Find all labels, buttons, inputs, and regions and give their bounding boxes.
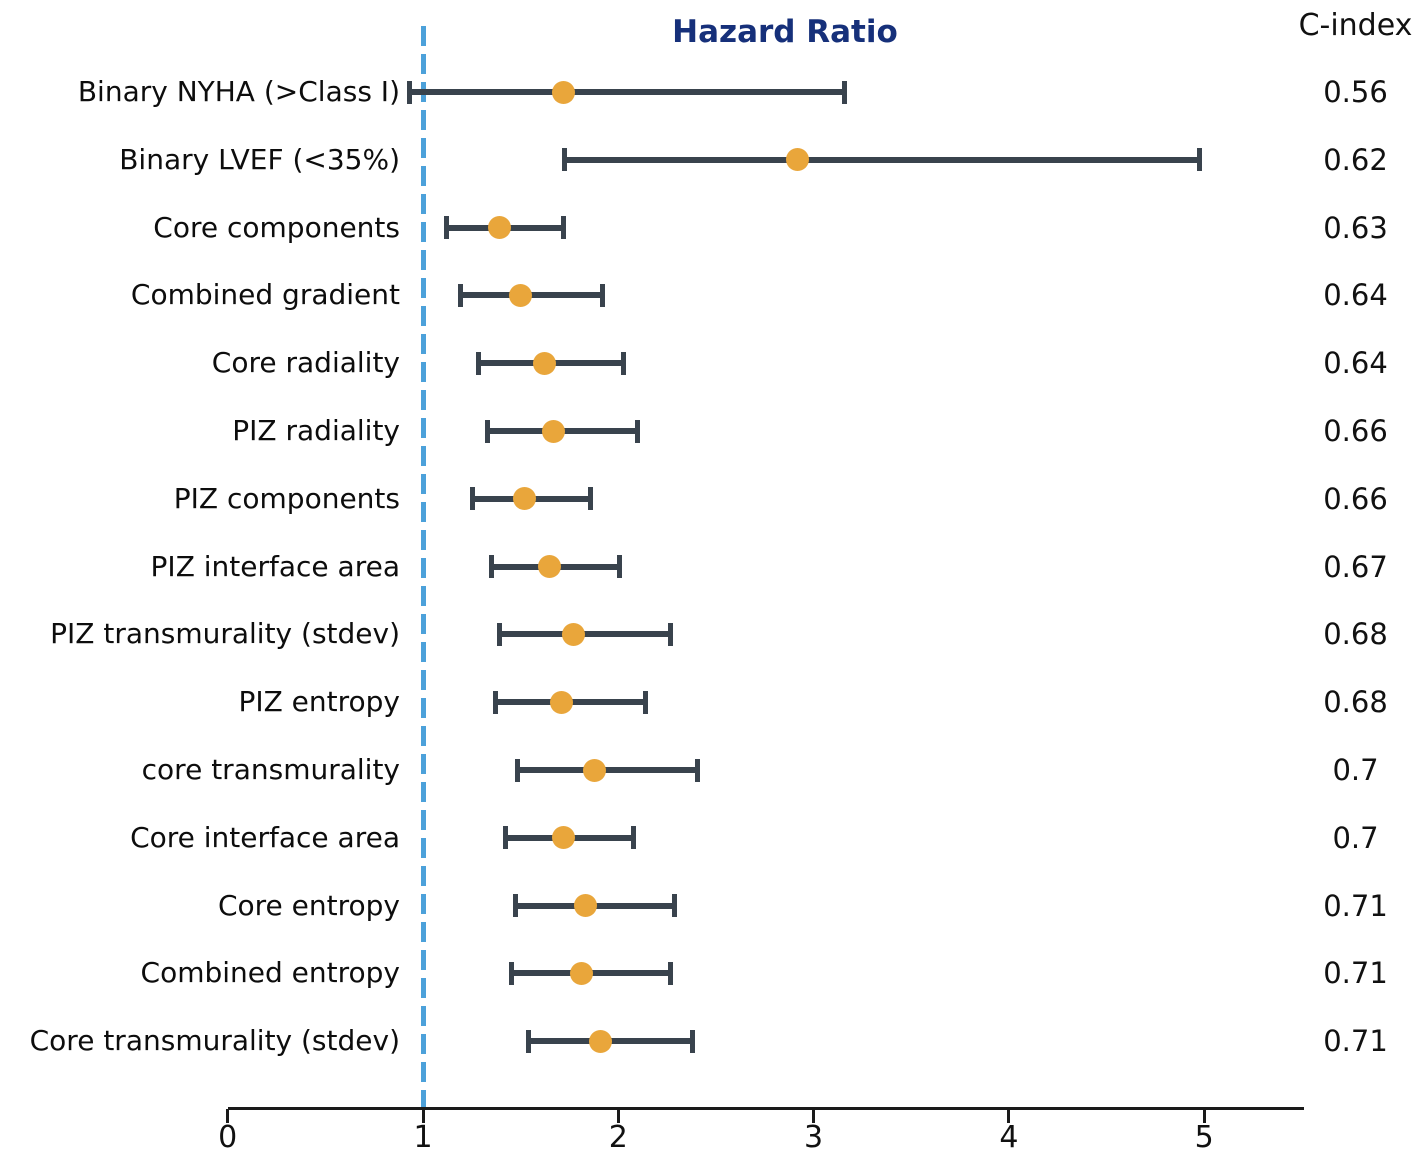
cindex-value: 0.63 xyxy=(1323,210,1388,245)
cindex-value: 0.71 xyxy=(1323,956,1388,991)
row-label: Core transmurality (stdev) xyxy=(29,1024,400,1058)
row-label: Binary NYHA (>Class I) xyxy=(77,75,400,108)
ci-cap-high xyxy=(642,690,648,714)
ci-cap-high xyxy=(671,894,677,918)
row-label: PIZ interface area xyxy=(150,549,400,583)
reference-line-hr1 xyxy=(420,26,426,1107)
cindex-value: 0.68 xyxy=(1323,617,1388,652)
ci-line xyxy=(409,89,845,95)
ci-cap-high xyxy=(689,1029,695,1053)
ci-cap-low xyxy=(475,351,481,375)
x-axis-tick-label: 5 xyxy=(1194,1120,1214,1155)
ci-cap-high xyxy=(630,826,636,850)
row-label: PIZ components xyxy=(173,481,400,515)
ci-cap-low xyxy=(526,1029,532,1053)
ci-line xyxy=(499,631,672,638)
row-label: Combined entropy xyxy=(140,956,400,990)
hazard-ratio-marker xyxy=(583,758,607,782)
hazard-ratio-marker xyxy=(552,826,576,850)
hazard-ratio-marker xyxy=(550,690,574,714)
ci-cap-low xyxy=(485,419,491,443)
x-axis-tick-label: 3 xyxy=(804,1120,824,1155)
cindex-value: 0.64 xyxy=(1323,346,1388,381)
row-label: core transmurality xyxy=(141,753,400,786)
hazard-ratio-marker xyxy=(552,80,576,104)
cindex-value: 0.7 xyxy=(1332,820,1379,855)
row-label: Core components xyxy=(153,210,400,244)
x-axis-tick xyxy=(421,1109,425,1123)
chart-title: Hazard Ratio xyxy=(672,14,898,50)
hazard-ratio-marker xyxy=(569,961,593,985)
hazard-ratio-marker xyxy=(589,1029,613,1053)
x-axis-tick-label: 1 xyxy=(413,1120,433,1155)
hazard-ratio-marker xyxy=(532,351,556,375)
hazard-ratio-marker xyxy=(538,555,562,579)
row-label: Core interface area xyxy=(130,820,400,854)
x-axis-tick xyxy=(1202,1109,1206,1123)
row-label: Core entropy xyxy=(217,888,400,922)
ci-cap-high xyxy=(1197,148,1203,172)
cindex-value: 0.7 xyxy=(1332,753,1379,787)
hazard-ratio-marker xyxy=(487,216,511,240)
ci-cap-low xyxy=(514,758,520,782)
cindex-value: 0.62 xyxy=(1323,142,1388,177)
ci-cap-low xyxy=(489,555,495,579)
ci-cap-high xyxy=(668,622,674,646)
ci-cap-low xyxy=(561,148,567,172)
hazard-ratio-marker xyxy=(513,487,537,511)
ci-cap-high xyxy=(695,758,701,782)
cindex-value: 0.71 xyxy=(1323,888,1388,923)
ci-line xyxy=(563,156,1201,163)
cindex-value: 0.66 xyxy=(1323,481,1388,516)
ci-cap-high xyxy=(634,419,640,443)
row-label: Core radiality xyxy=(211,346,400,380)
cindex-value: 0.67 xyxy=(1323,549,1388,584)
cindex-value: 0.56 xyxy=(1323,75,1388,109)
x-axis-tick xyxy=(616,1109,620,1123)
hazard-ratio-marker xyxy=(786,148,810,172)
ci-cap-low xyxy=(469,487,475,511)
ci-cap-low xyxy=(503,826,509,850)
x-axis-tick xyxy=(812,1109,816,1123)
x-axis-tick xyxy=(226,1109,230,1123)
ci-cap-low xyxy=(458,283,464,307)
ci-cap-high xyxy=(621,351,627,375)
cindex-value: 0.66 xyxy=(1323,414,1388,448)
ci-cap-low xyxy=(497,622,503,646)
hazard-ratio-marker xyxy=(542,419,566,443)
ci-cap-high xyxy=(668,961,674,985)
ci-cap-low xyxy=(444,216,450,240)
ci-cap-low xyxy=(512,894,518,918)
ci-cap-high xyxy=(587,487,593,511)
x-axis-tick-label: 2 xyxy=(608,1120,628,1155)
cindex-column-header: C-index xyxy=(1298,8,1413,43)
x-axis-spine xyxy=(227,1107,1304,1110)
x-axis-tick-label: 0 xyxy=(218,1120,238,1155)
cindex-value: 0.64 xyxy=(1323,278,1388,313)
ci-cap-high xyxy=(617,555,623,579)
ci-cap-high xyxy=(599,283,605,307)
row-label: PIZ entropy xyxy=(238,685,400,719)
cindex-value: 0.68 xyxy=(1323,685,1388,720)
ci-line xyxy=(516,767,699,773)
row-label: Combined gradient xyxy=(130,278,400,312)
hazard-ratio-marker xyxy=(561,622,585,646)
hazard-ratio-marker xyxy=(573,894,597,918)
ci-cap-high xyxy=(841,80,847,104)
x-axis-tick xyxy=(1007,1109,1011,1123)
row-label: PIZ radiality xyxy=(232,414,400,447)
ci-cap-high xyxy=(560,216,566,240)
ci-cap-low xyxy=(407,80,413,104)
row-label: Binary LVEF (<35%) xyxy=(119,142,400,176)
cindex-value: 0.71 xyxy=(1323,1024,1388,1059)
ci-cap-low xyxy=(493,690,499,714)
ci-cap-low xyxy=(508,961,514,985)
row-label: PIZ transmurality (stdev) xyxy=(50,617,400,651)
x-axis-tick-label: 4 xyxy=(999,1120,1019,1155)
hazard-ratio-marker xyxy=(509,283,533,307)
